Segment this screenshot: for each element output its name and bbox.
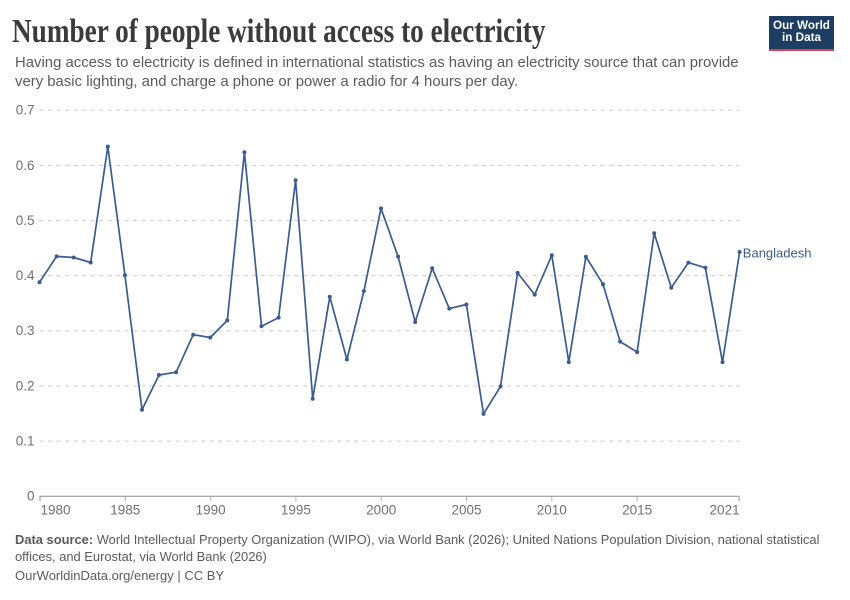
svg-text:1995: 1995 <box>281 503 311 518</box>
svg-text:2015: 2015 <box>622 503 652 518</box>
svg-text:0.1: 0.1 <box>16 434 35 449</box>
svg-text:0.2: 0.2 <box>16 378 35 393</box>
svg-text:0.4: 0.4 <box>16 268 35 283</box>
svg-text:0.5: 0.5 <box>16 213 35 228</box>
svg-text:0: 0 <box>27 489 35 504</box>
svg-text:1980: 1980 <box>41 503 71 518</box>
svg-text:0.3: 0.3 <box>16 323 35 338</box>
svg-text:2021: 2021 <box>710 503 740 518</box>
svg-text:0.7: 0.7 <box>16 103 35 118</box>
svg-text:1985: 1985 <box>110 503 140 518</box>
svg-text:1990: 1990 <box>196 503 226 518</box>
svg-text:2010: 2010 <box>537 503 567 518</box>
svg-text:0.6: 0.6 <box>16 158 35 173</box>
svg-text:Bangladesh: Bangladesh <box>743 245 812 260</box>
svg-text:2000: 2000 <box>366 503 396 518</box>
svg-text:2005: 2005 <box>451 503 481 518</box>
